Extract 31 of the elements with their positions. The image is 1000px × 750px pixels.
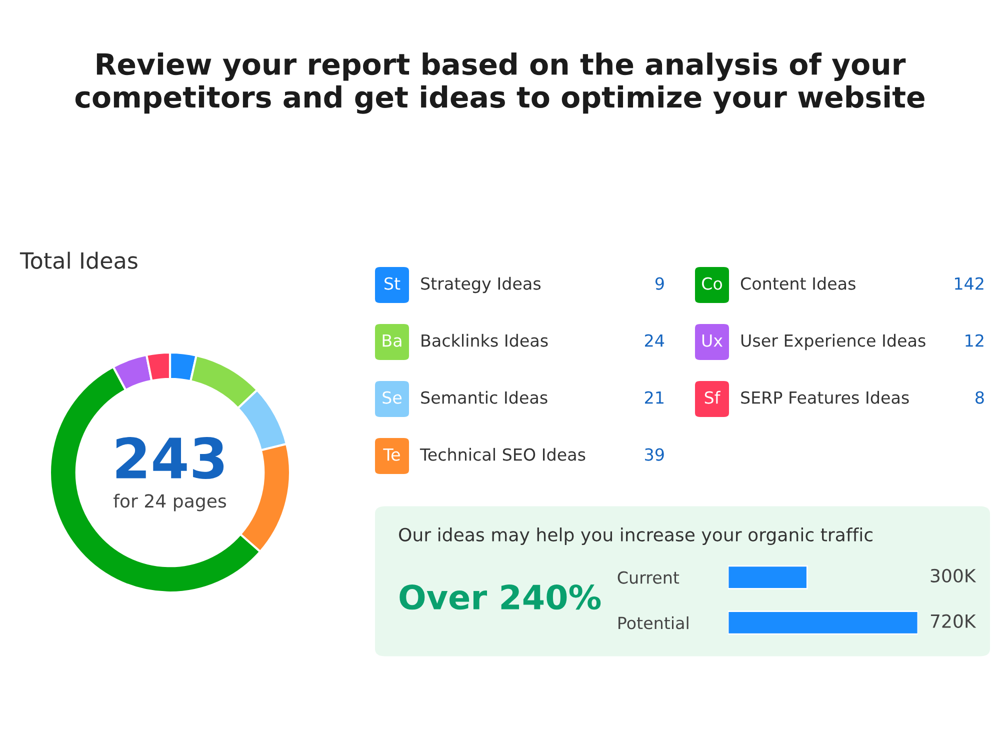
data-label: 142 xyxy=(955,277,984,290)
legend-label: Backlinks Ideas xyxy=(422,334,548,347)
y-tick-label: Current xyxy=(618,571,680,584)
text: Co xyxy=(702,277,722,290)
data-label: 24 xyxy=(645,334,664,347)
data-label: 8 xyxy=(976,391,984,404)
text: Over 240% xyxy=(400,584,601,610)
y-tick-label: Potential xyxy=(618,616,688,630)
text: Se xyxy=(382,391,402,404)
legend-label: SERP Features Ideas xyxy=(741,390,909,404)
text: Ux xyxy=(702,334,722,347)
text: 243 xyxy=(116,436,224,480)
text: for 24 pages xyxy=(114,494,226,512)
text: Sf xyxy=(704,390,721,404)
chart-title: Our ideas may help you increase your organic traffic xyxy=(399,528,872,545)
text: Ba xyxy=(382,334,402,347)
text: St xyxy=(384,277,400,290)
text: Te xyxy=(383,448,400,461)
legend-label: Content Ideas xyxy=(740,276,856,290)
legend-label: User Experience Ideas xyxy=(741,334,926,350)
chart-title: Review your report based on the analysis of your competitors and get ideas to optimize your website xyxy=(75,52,924,114)
legend-label: Technical SEO Ideas xyxy=(420,448,586,461)
data-label: 300K xyxy=(930,568,976,583)
data-label: 21 xyxy=(645,391,664,404)
data-label: 39 xyxy=(645,448,664,461)
legend-label: Semantic Ideas xyxy=(421,390,548,404)
data-label: 12 xyxy=(966,334,984,347)
data-label: 9 xyxy=(655,277,664,290)
legend-label: Strategy Ideas xyxy=(421,276,541,294)
chart-subtitle: Total Ideas xyxy=(20,252,138,269)
data-label: 720K xyxy=(930,614,976,628)
